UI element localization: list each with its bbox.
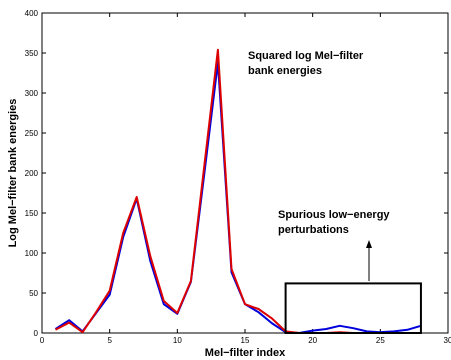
x-tick-label: 15 [241,336,250,345]
y-tick-label: 150 [25,209,39,218]
x-axis-label: Mel−filter index [205,347,286,359]
annotation-title-line1: Squared log Mel−filter [248,50,364,62]
y-tick-label: 300 [25,89,39,98]
y-tick-label: 200 [25,169,39,178]
y-axis-label: Log Mel−filter bank energies [7,99,19,248]
x-tick-label: 0 [40,336,45,345]
annotation-title-line2: bank energies [248,65,322,77]
x-tick-label: 25 [376,336,385,345]
y-tick-label: 50 [29,289,38,298]
annotation-arrow [366,240,372,281]
x-tick-label: 30 [444,336,451,345]
y-tick-label: 350 [25,49,39,58]
x-tick-label: 10 [173,336,182,345]
annotation-note-line1: Spurious low−energy [278,209,390,221]
x-tick-label: 5 [107,336,112,345]
y-tick-label: 0 [34,329,39,338]
y-tick-label: 250 [25,129,39,138]
annotation-note-line2: perturbations [278,224,349,236]
x-tick-label: 20 [308,336,317,345]
highlight-box [284,282,422,334]
y-tick-label: 100 [25,249,39,258]
y-tick-label: 400 [25,9,39,18]
plot-area [41,12,449,334]
